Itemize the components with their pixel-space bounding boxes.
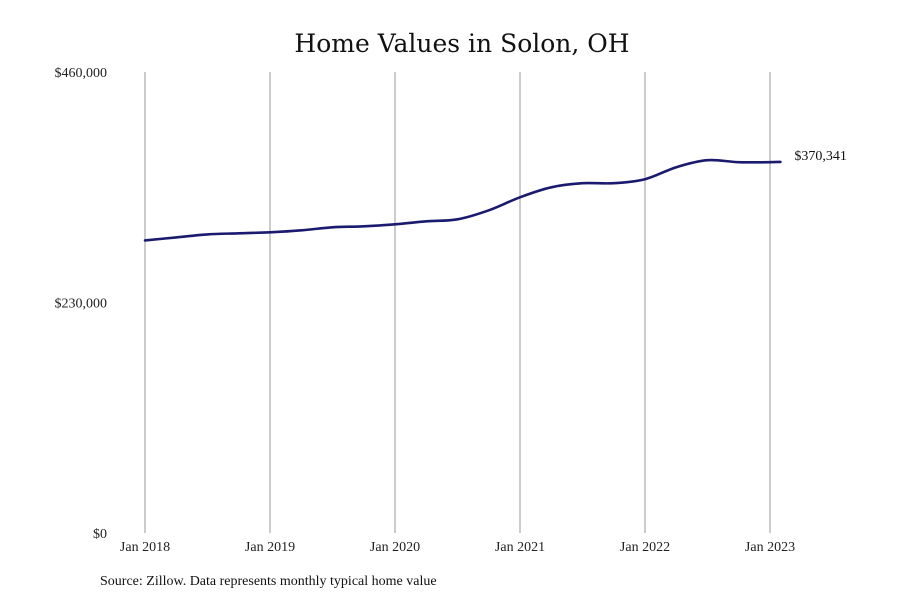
y-tick-label: $0 [93, 527, 107, 542]
end-value-label: $370,341 [794, 149, 847, 164]
gridlines [144, 72, 771, 533]
x-tick-label: Jan 2022 [620, 540, 670, 555]
x-tick-label: Jan 2019 [245, 540, 295, 555]
x-tick-label: Jan 2023 [745, 540, 795, 555]
series-line [143, 158, 782, 242]
x-tick-label: Jan 2018 [120, 540, 170, 555]
chart-title: Home Values in Solon, OH [294, 29, 629, 58]
x-tick-label: Jan 2021 [495, 540, 545, 555]
x-axis: Jan 2018 Jan 2019 Jan 2020 Jan 2021 Jan 2022… [120, 540, 795, 555]
y-tick-label: $460,000 [55, 66, 108, 81]
y-tick-label: $230,000 [55, 297, 108, 312]
source-note: Source: Zillow. Data represents monthly … [100, 574, 437, 589]
x-tick-label: Jan 2020 [370, 540, 420, 555]
y-axis: $0 $230,000 $460,000 [55, 66, 108, 542]
